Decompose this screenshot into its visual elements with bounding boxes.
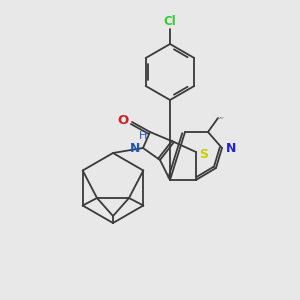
Text: N: N xyxy=(130,142,140,154)
Text: S: S xyxy=(199,148,208,160)
Text: Cl: Cl xyxy=(164,15,176,28)
Text: H: H xyxy=(139,131,147,141)
Text: methyl: methyl xyxy=(220,117,225,118)
Text: O: O xyxy=(118,115,129,128)
Text: N: N xyxy=(226,142,236,154)
Text: methyl: methyl xyxy=(219,118,224,119)
